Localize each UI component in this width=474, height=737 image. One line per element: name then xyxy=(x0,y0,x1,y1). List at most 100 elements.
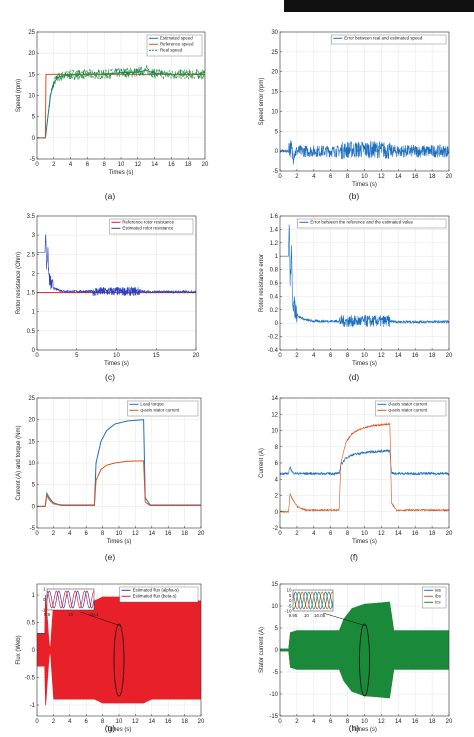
y-axis-label: Current (A) and torque (Nm) xyxy=(16,425,22,500)
legend-box xyxy=(146,34,203,57)
y-axis-label: Speed (rpm) xyxy=(16,79,22,112)
x-tick-label: 20 xyxy=(198,531,205,537)
plot-series-group xyxy=(280,140,449,165)
legend: Estimated flux (alpha-s)Estimated flux (… xyxy=(119,586,199,603)
y-tick-label: -5 xyxy=(30,157,36,163)
plot-series-group xyxy=(37,419,201,507)
y-axis-label: Rotor resistance error xyxy=(259,254,265,312)
x-tick-label: 2 xyxy=(52,531,56,537)
plot-series-group xyxy=(280,422,449,514)
y-tick-label: 0 xyxy=(32,136,36,142)
zoom-arrow xyxy=(80,611,122,627)
x-tick-label: 20 xyxy=(446,174,453,180)
series-line-d-axis-stator-current xyxy=(280,448,449,476)
y-tick-label: 1 xyxy=(275,254,279,260)
y-tick-label: 3 xyxy=(32,233,36,239)
x-tick-label: 8 xyxy=(346,719,350,725)
x-axis-label: Times (s) xyxy=(352,727,377,733)
subfigure-caption: (a) xyxy=(105,191,116,201)
x-tick-label: 4 xyxy=(312,719,316,725)
x-tick-label: 0 xyxy=(35,719,39,725)
y-tick-label: 1.2 xyxy=(270,241,279,247)
inset-waveform xyxy=(292,591,334,610)
y-tick-label: 14 xyxy=(271,396,278,402)
y-tick-label: -0.2 xyxy=(268,335,279,341)
x-tick-label: 6 xyxy=(85,719,89,725)
inset-y-tick-label: -5 xyxy=(287,603,291,608)
y-tick-label: 2 xyxy=(32,271,36,277)
x-tick-label: 14 xyxy=(148,719,155,725)
x-tick-label: 15 xyxy=(153,353,160,359)
inset-y-tick-label: 5 xyxy=(289,593,292,598)
x-axis-label: Times (s) xyxy=(352,182,377,188)
y-tick-label: 20 xyxy=(28,51,35,57)
y-axis-label: Stator current (A) xyxy=(259,627,265,673)
y-tick-label: 0 xyxy=(275,149,279,155)
x-tick-label: 0 xyxy=(35,531,39,537)
y-tick-label: 25 xyxy=(28,396,35,402)
inset-x-tick-label: 9.9 xyxy=(44,612,51,617)
y-tick-label: 10 xyxy=(271,109,278,115)
x-tick-label: 20 xyxy=(202,162,209,168)
x-tick-label: 18 xyxy=(429,531,436,537)
y-axis-label: Rotor resistance (Ohm) xyxy=(16,252,22,314)
y-tick-label: 1.5 xyxy=(27,291,36,297)
inset-y-tick-label: 0 xyxy=(289,598,292,603)
series-line-error-between-the-reference-and-the-estimated-value xyxy=(280,224,449,328)
legend-entry: ics xyxy=(435,600,441,605)
y-tick-label: 0.8 xyxy=(270,268,279,274)
x-axis-label: Times (s) xyxy=(104,361,129,367)
x-tick-label: 14 xyxy=(395,531,402,537)
x-tick-label: 20 xyxy=(446,353,453,359)
y-tick-label: 10 xyxy=(28,94,35,100)
y-tick-label: 25 xyxy=(28,30,35,36)
legend: Error between real and estimated speed xyxy=(331,34,447,45)
y-tick-label: 0.5 xyxy=(27,329,36,335)
y-tick-label: 15 xyxy=(271,90,278,96)
y-tick-label: 25 xyxy=(271,50,278,56)
x-tick-label: 8 xyxy=(346,174,350,180)
x-tick-label: 2 xyxy=(52,719,56,725)
y-tick-label: 20 xyxy=(271,70,278,76)
zoom-ellipse xyxy=(113,623,125,697)
x-tick-label: 2 xyxy=(295,531,299,537)
x-tick-label: 6 xyxy=(329,719,333,725)
x-tick-label: 12 xyxy=(378,531,385,537)
legend: Error between the reference and the esti… xyxy=(297,218,447,229)
subfigure-caption: (b) xyxy=(349,191,360,201)
x-axis-label: Times (s) xyxy=(107,539,132,545)
y-tick-label: -0.5 xyxy=(25,676,36,682)
legend-entry: ibs xyxy=(435,594,441,599)
x-tick-label: 6 xyxy=(86,162,90,168)
x-tick-label: 5 xyxy=(75,353,79,359)
y-tick-label: -2 xyxy=(273,526,279,532)
series-line-error-between-real-and-estimated-speed xyxy=(280,140,449,165)
x-tick-label: 6 xyxy=(329,531,333,537)
x-tick-label: 14 xyxy=(395,719,402,725)
y-tick-label: 12 xyxy=(271,412,278,418)
inset-x-tick-label: 10 xyxy=(304,613,310,618)
y-tick-label: 8 xyxy=(275,445,279,451)
series-line-real-speed xyxy=(37,65,205,139)
x-tick-label: 4 xyxy=(312,531,316,537)
zoom-arrow xyxy=(322,612,367,627)
x-tick-label: 2 xyxy=(295,719,299,725)
x-tick-label: 18 xyxy=(185,162,192,168)
legend-entry: Estimated flux (beta-s) xyxy=(133,594,177,599)
y-tick-label: -0.4 xyxy=(268,348,279,354)
x-tick-label: 12 xyxy=(378,174,385,180)
inset-y-tick-label: 1 xyxy=(43,587,46,592)
inset-waveform xyxy=(46,590,95,609)
inset-x-tick-label: 9.95 xyxy=(289,613,298,618)
inset-x-tick-label: 10 xyxy=(68,612,74,617)
x-tick-label: 16 xyxy=(412,174,419,180)
x-tick-label: 18 xyxy=(181,531,188,537)
inset-waveform xyxy=(292,591,334,610)
y-tick-label: 0.6 xyxy=(270,281,279,287)
x-tick-label: 16 xyxy=(412,353,419,359)
x-tick-label: 16 xyxy=(168,162,175,168)
x-tick-label: 18 xyxy=(429,353,436,359)
